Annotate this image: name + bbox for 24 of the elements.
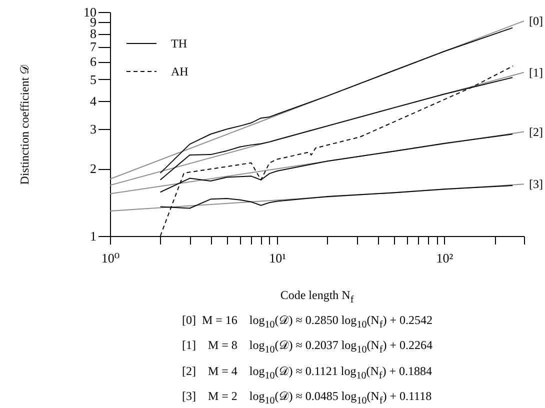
- y-tick-label: 1: [90, 228, 96, 244]
- y-tick-label: 7: [90, 39, 97, 54]
- x-tick-label: 10²: [436, 250, 454, 266]
- y-tick-label: 10: [84, 4, 96, 20]
- y-axis-title: Distinction coefficient 𝒟: [18, 64, 32, 185]
- text: [0] M = 16 log$_{10}$(𝒟) ≈ 0.2850 log$_{10}$(N$_{f}$) + 0.2542: [182, 312, 432, 332]
- legend-label: AH: [171, 64, 189, 78]
- x-tick-label: 10¹: [269, 250, 286, 266]
- y-tick-label: 3: [90, 122, 96, 137]
- series-label: [3]: [529, 177, 543, 192]
- text: [2] M = 4 log$_{10}$(𝒟) ≈ 0.1121 log$_{10}$(N$_{f}$) + 0.1884: [182, 362, 432, 384]
- y-tick-label: 5: [90, 72, 96, 87]
- series-label: [2]: [529, 124, 543, 139]
- series-label: [0]: [529, 14, 543, 28]
- y-tick-label: 4: [90, 94, 97, 109]
- text: [1] M = 8 log$_{10}$(𝒟) ≈ 0.2037 log$_{10}$(N$_{f}$) + 0.2264: [182, 337, 432, 358]
- y-tick-label: 2: [90, 161, 96, 176]
- y-tick-label: 8: [90, 26, 96, 42]
- series-label: [1]: [529, 65, 543, 80]
- y-tick-label: 6: [90, 54, 97, 70]
- x-tick-label: 10⁰: [101, 250, 120, 266]
- x-axis-title: Code length N$_{f}$: [279, 288, 355, 306]
- text: [3] M = 2 log$_{10}$(𝒟) ≈ 0.0485 log$_{10}$(N$_{f}$) + 0.1118: [182, 388, 432, 408]
- legend-label: TH: [171, 36, 188, 50]
